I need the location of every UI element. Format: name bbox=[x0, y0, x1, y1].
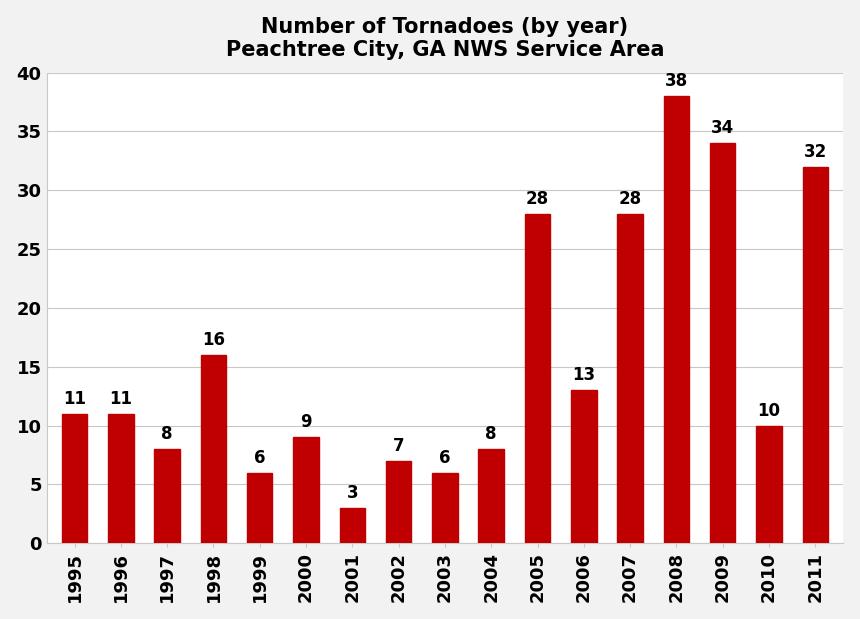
Bar bbox=[247, 472, 273, 543]
Bar bbox=[340, 508, 365, 543]
Text: 34: 34 bbox=[711, 119, 734, 137]
Bar bbox=[525, 214, 550, 543]
Bar bbox=[664, 96, 689, 543]
Bar bbox=[386, 461, 411, 543]
Bar bbox=[756, 425, 782, 543]
Text: 28: 28 bbox=[618, 190, 642, 208]
Text: 11: 11 bbox=[63, 390, 86, 408]
Bar bbox=[62, 413, 88, 543]
Text: 28: 28 bbox=[526, 190, 549, 208]
Text: 8: 8 bbox=[486, 425, 497, 443]
Text: 6: 6 bbox=[254, 449, 266, 467]
Bar bbox=[710, 143, 735, 543]
Bar bbox=[478, 449, 504, 543]
Text: 7: 7 bbox=[393, 437, 404, 455]
Text: 38: 38 bbox=[665, 72, 688, 90]
Text: 16: 16 bbox=[202, 331, 225, 349]
Bar bbox=[200, 355, 226, 543]
Bar bbox=[802, 167, 828, 543]
Text: 3: 3 bbox=[347, 484, 358, 502]
Bar bbox=[617, 214, 642, 543]
Bar bbox=[293, 437, 319, 543]
Text: 32: 32 bbox=[803, 143, 827, 161]
Bar bbox=[571, 390, 597, 543]
Bar bbox=[108, 413, 133, 543]
Text: 8: 8 bbox=[162, 425, 173, 443]
Title: Number of Tornadoes (by year)
Peachtree City, GA NWS Service Area: Number of Tornadoes (by year) Peachtree … bbox=[225, 17, 664, 60]
Text: 11: 11 bbox=[109, 390, 132, 408]
Text: 10: 10 bbox=[758, 402, 781, 420]
Bar bbox=[155, 449, 180, 543]
Text: 13: 13 bbox=[572, 366, 595, 384]
Bar bbox=[433, 472, 458, 543]
Text: 9: 9 bbox=[300, 413, 312, 431]
Text: 6: 6 bbox=[439, 449, 451, 467]
